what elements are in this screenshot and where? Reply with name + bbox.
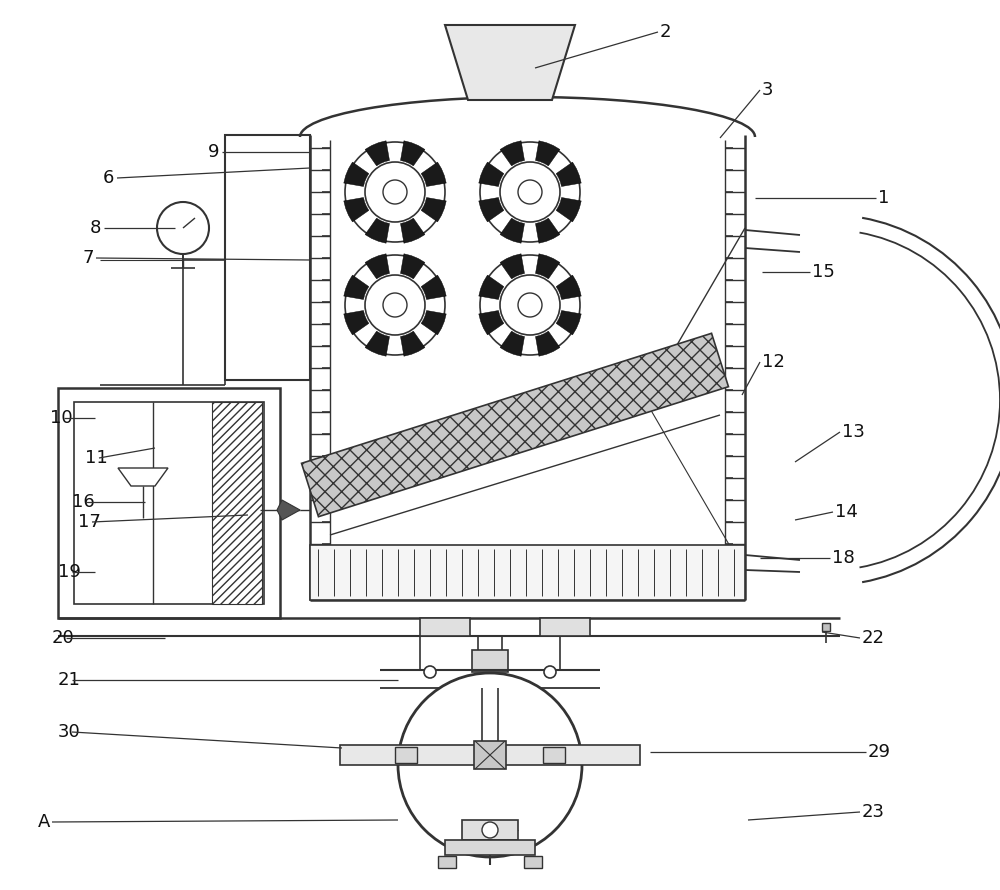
Bar [74,402,264,604]
Text: A: A [38,813,50,831]
Circle shape [345,142,445,242]
Polygon shape [118,468,168,486]
Polygon shape [365,331,390,356]
Polygon shape [365,218,390,243]
Polygon shape [421,311,446,335]
Text: 22: 22 [862,629,885,647]
Polygon shape [400,254,425,279]
Circle shape [482,822,498,838]
Text: 1: 1 [878,189,889,207]
Bar [212,402,262,604]
Bar [438,856,456,868]
Bar [524,856,542,868]
Polygon shape [535,331,560,356]
Polygon shape [400,218,425,243]
Bar [540,618,590,636]
Polygon shape [421,275,446,300]
Polygon shape [479,311,504,335]
Polygon shape [344,198,369,222]
Polygon shape [277,500,300,520]
Text: 19: 19 [58,563,81,581]
Text: 16: 16 [72,493,95,511]
Text: 15: 15 [812,263,835,281]
Text: 7: 7 [82,249,94,267]
Polygon shape [556,162,581,187]
Text: 9: 9 [208,143,220,161]
Text: 6: 6 [103,169,114,187]
Bar [340,745,640,765]
Polygon shape [500,141,525,166]
Text: 14: 14 [835,503,858,521]
Bar [420,618,470,636]
Bar [58,388,280,618]
Polygon shape [400,141,425,166]
Circle shape [365,275,425,335]
Text: 13: 13 [842,423,865,441]
Circle shape [480,255,580,355]
Circle shape [480,142,580,242]
Circle shape [345,255,445,355]
Bar [474,741,506,769]
Text: 23: 23 [862,803,885,821]
Polygon shape [445,25,575,100]
Polygon shape [302,334,728,517]
Polygon shape [400,331,425,356]
Bar [543,747,565,763]
Polygon shape [556,311,581,335]
Bar [462,820,518,840]
Circle shape [500,162,560,222]
Bar [822,623,830,631]
Text: 20: 20 [52,629,75,647]
Polygon shape [535,141,560,166]
Text: 11: 11 [85,449,108,467]
Circle shape [398,673,582,857]
Polygon shape [344,162,369,187]
Polygon shape [500,331,525,356]
Polygon shape [500,218,525,243]
Text: 29: 29 [868,743,891,761]
Circle shape [544,666,556,678]
Polygon shape [421,162,446,187]
Polygon shape [479,162,504,187]
Circle shape [365,162,425,222]
Polygon shape [535,254,560,279]
Bar [445,840,535,855]
Text: 12: 12 [762,353,785,371]
Circle shape [157,202,209,254]
Polygon shape [344,275,369,300]
Bar [310,545,745,600]
Polygon shape [500,254,525,279]
Circle shape [383,180,407,204]
Text: 10: 10 [50,409,73,427]
Text: 3: 3 [762,81,774,99]
Bar [472,650,508,672]
Polygon shape [365,254,390,279]
Text: 21: 21 [58,671,81,689]
Circle shape [500,275,560,335]
Polygon shape [421,198,446,222]
Circle shape [518,180,542,204]
Polygon shape [556,198,581,222]
Polygon shape [344,311,369,335]
Bar [225,135,310,380]
Text: 30: 30 [58,723,81,741]
Polygon shape [479,275,504,300]
Circle shape [383,293,407,317]
Polygon shape [365,141,390,166]
Text: 17: 17 [78,513,101,531]
Polygon shape [535,218,560,243]
Text: 8: 8 [90,219,101,237]
Circle shape [424,666,436,678]
Polygon shape [479,198,504,222]
Circle shape [518,293,542,317]
Text: 18: 18 [832,549,855,567]
Text: 2: 2 [660,23,672,41]
Polygon shape [556,275,581,300]
Bar [395,747,417,763]
